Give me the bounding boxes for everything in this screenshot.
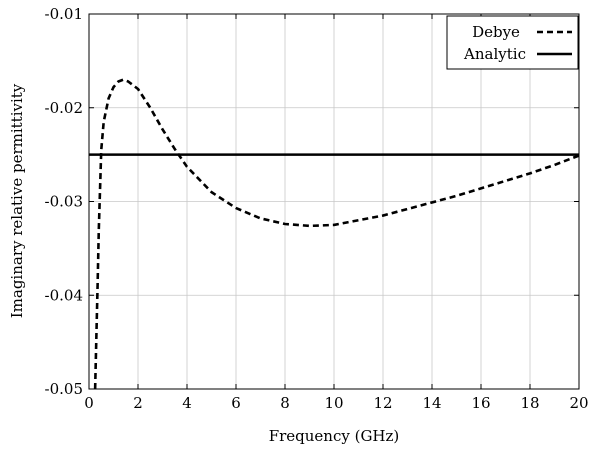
x-tick-label: 0 <box>84 394 94 412</box>
x-tick-label: 2 <box>133 394 143 412</box>
x-tick-label: 10 <box>324 394 343 412</box>
y-tick-label: -0.03 <box>45 193 83 211</box>
y-axis-label: Imaginary relative permittivity <box>8 83 26 318</box>
legend-label-analytic: Analytic <box>463 45 526 63</box>
x-tick-label: 6 <box>231 394 241 412</box>
x-tick-label: 14 <box>422 394 441 412</box>
y-tick-label: -0.04 <box>45 286 83 304</box>
series-line-debye <box>93 78 579 389</box>
y-tick-label: -0.05 <box>45 380 83 398</box>
legend: Debye Analytic <box>446 15 579 70</box>
x-axis-label: Frequency (GHz) <box>269 427 400 445</box>
x-tick-label: 12 <box>373 394 392 412</box>
x-tick-label: 20 <box>569 394 588 412</box>
x-tick-label: 4 <box>182 394 192 412</box>
ticks <box>88 13 580 390</box>
grid <box>89 14 579 389</box>
series-layer <box>89 78 579 389</box>
x-tick-label: 16 <box>471 394 490 412</box>
legend-label-debye: Debye <box>472 23 520 41</box>
x-tick-label: 18 <box>520 394 539 412</box>
y-tick-label: -0.02 <box>45 99 83 117</box>
legend-box <box>446 15 579 70</box>
y-tick-label: -0.01 <box>45 5 83 23</box>
tick-labels: 0 2 4 6 8 10 12 14 16 18 20 -0.05 -0.04 -0.03 -0.02 -0.… <box>45 5 589 412</box>
x-tick-label: 8 <box>280 394 290 412</box>
